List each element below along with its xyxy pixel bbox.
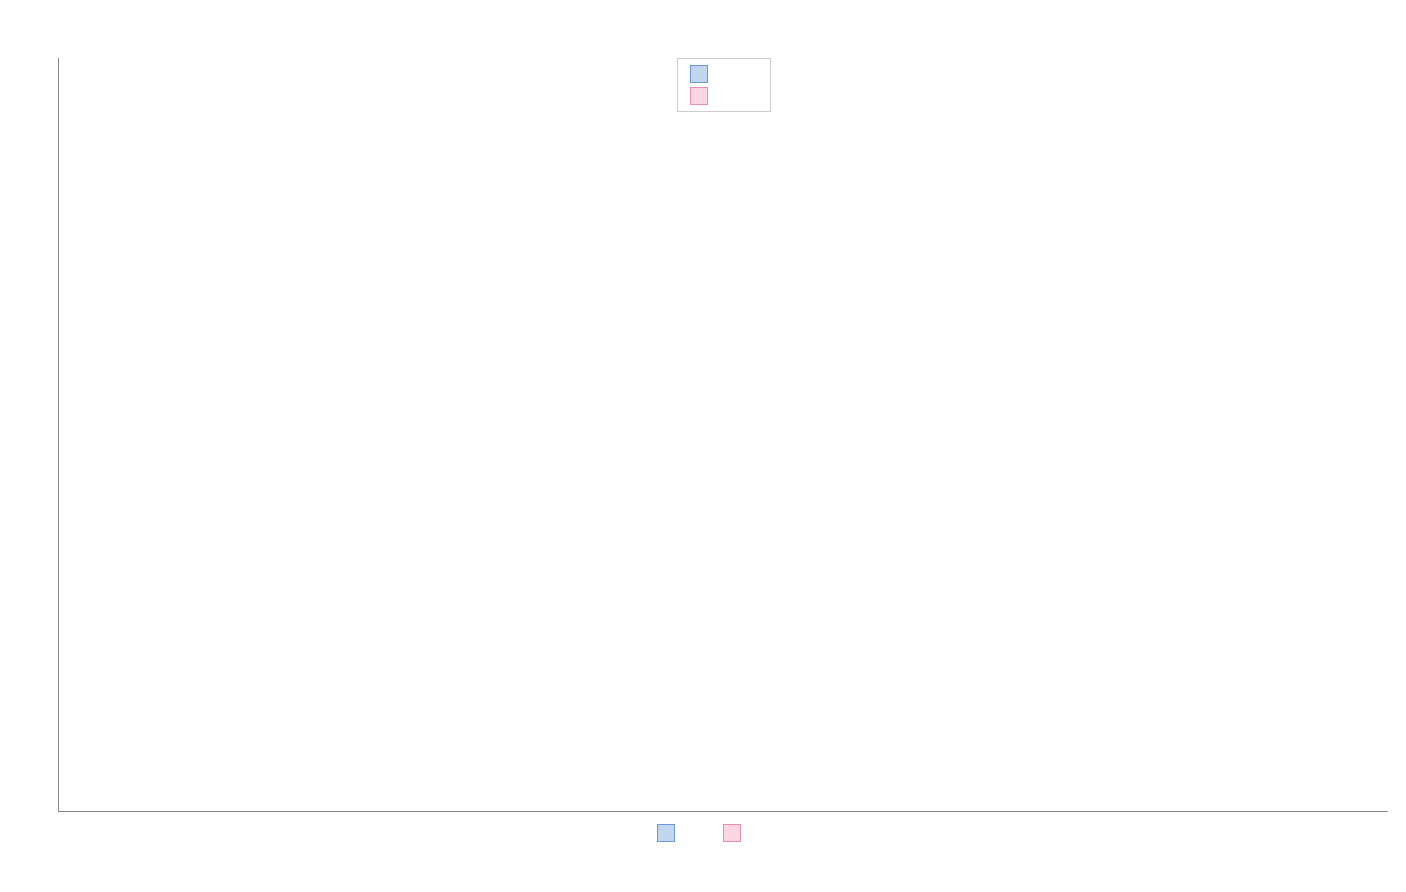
- swatch-icon: [657, 824, 675, 842]
- correlation-row: [690, 63, 758, 85]
- trend-lines: [59, 58, 1388, 811]
- swatch-icon: [690, 65, 708, 83]
- plot-area: [58, 58, 1388, 812]
- correlation-legend: [677, 58, 771, 112]
- plot-wrap: [18, 58, 1388, 856]
- swatch-icon: [723, 824, 741, 842]
- correlation-row: [690, 85, 758, 107]
- swatch-icon: [690, 87, 708, 105]
- series-legend: [18, 824, 1388, 842]
- legend-item: [657, 824, 683, 842]
- legend-item: [723, 824, 749, 842]
